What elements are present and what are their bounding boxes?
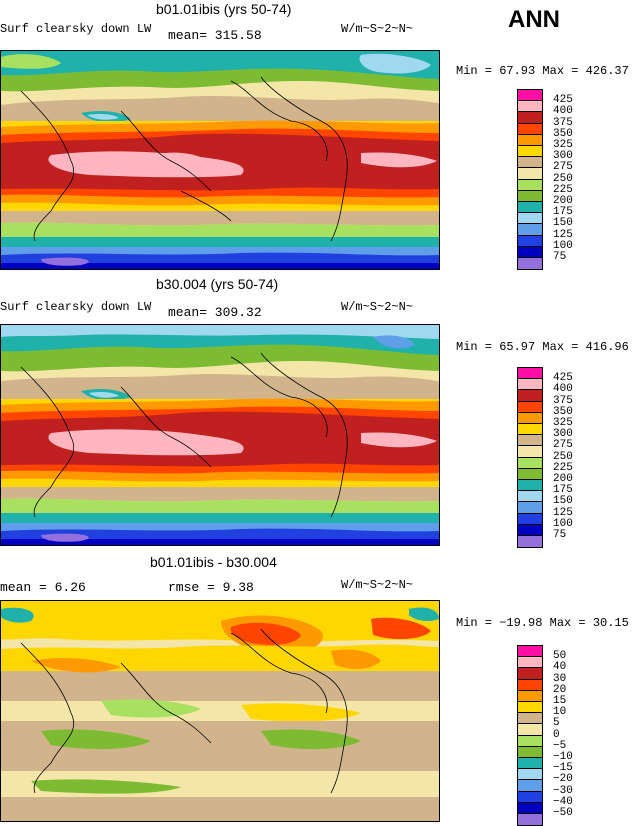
colorbar-label: 100 — [553, 517, 573, 530]
colorbar-label: 125 — [553, 506, 573, 519]
colorbar-label: 30 — [553, 672, 567, 685]
colorbar-label: 250 — [553, 450, 573, 463]
panel3-units-label: W/m~S~2~N~ — [341, 578, 414, 592]
colorbar-swatch — [517, 813, 543, 826]
colorbar-label: 75 — [553, 529, 567, 541]
colorbar-label: 350 — [553, 127, 573, 140]
colorbar-label: 100 — [553, 239, 573, 252]
panel3-minmax-label: Min = −19.98 Max = 30.15 — [456, 616, 629, 630]
panel1-variable-label: Surf clearsky down LW — [0, 22, 152, 36]
colorbar-label: −20 — [553, 773, 573, 786]
colorbar-label: 0 — [553, 728, 560, 741]
panel1-map-field — [1, 51, 439, 269]
colorbar-label: −40 — [553, 795, 573, 808]
colorbar-label: −15 — [553, 762, 573, 775]
panel1-title: b01.01ibis (yrs 50-74) — [156, 1, 292, 17]
panel3-title: b01.01ibis - b30.004 — [150, 554, 277, 570]
panel1-units-label: W/m~S~2~N~ — [341, 22, 414, 36]
colorbar-label: −50 — [553, 807, 573, 819]
panel2-map — [0, 324, 440, 546]
colorbar-label: 425 — [553, 94, 573, 107]
colorbar-label: 250 — [553, 172, 573, 185]
colorbar-label: 200 — [553, 195, 573, 207]
colorbar-label: 150 — [553, 217, 573, 230]
season-label: ANN — [508, 6, 560, 33]
colorbar-label: 10 — [553, 706, 567, 719]
colorbar-label: 300 — [553, 150, 573, 163]
colorbar-label: −30 — [553, 784, 573, 797]
panel2-title: b30.004 (yrs 50-74) — [156, 276, 279, 292]
colorbar-label: 150 — [553, 495, 573, 508]
colorbar-label: 425 — [553, 372, 573, 385]
panel2-map-field — [1, 325, 439, 545]
panel3-mean-label: mean = 6.26 — [0, 580, 86, 595]
panel2-units-label: W/m~S~2~N~ — [341, 300, 414, 314]
colorbar-label: 5 — [553, 717, 560, 730]
panel2-minmax-label: Min = 65.97 Max = 416.96 — [456, 340, 629, 354]
colorbar-label: −5 — [553, 739, 567, 752]
panel2-mean-label: mean= 309.32 — [168, 305, 262, 320]
colorbar-label: 275 — [553, 439, 573, 452]
colorbar-label: 225 — [553, 183, 573, 196]
colorbar-label: 400 — [553, 105, 573, 118]
panel1-mean-label: mean= 315.58 — [168, 28, 262, 43]
colorbar-label: 375 — [553, 394, 573, 407]
panel1-colorbar: 425 400 375 350 325 300 275 250 225 200 175 150 125 1… — [517, 89, 573, 270]
colorbar-label: 20 — [553, 683, 567, 696]
colorbar-label: 225 — [553, 461, 573, 474]
colorbar-label: 350 — [553, 405, 573, 418]
panel3-map — [0, 600, 440, 822]
colorbar-label: 15 — [553, 695, 567, 707]
colorbar-label: 300 — [553, 428, 573, 441]
colorbar-label: 175 — [553, 206, 573, 219]
colorbar-label: 75 — [553, 251, 567, 263]
colorbar-label: 325 — [553, 139, 573, 151]
panel3-colorbar: 50 40 30 20 15 10 5 0 −5 −10 −15 −20 −30 −40 −50 — [517, 645, 573, 826]
colorbar-label: 375 — [553, 116, 573, 129]
colorbar-swatch — [517, 535, 543, 548]
colorbar-label: 325 — [553, 417, 573, 429]
colorbar-swatch — [517, 257, 543, 270]
panel1-minmax-label: Min = 67.93 Max = 426.37 — [456, 64, 629, 78]
colorbar-label: 40 — [553, 661, 567, 674]
panel3-map-field — [1, 601, 439, 821]
colorbar-label: 50 — [553, 650, 567, 663]
colorbar-label: 175 — [553, 484, 573, 497]
panel1-map — [0, 50, 440, 270]
colorbar-label: 125 — [553, 228, 573, 241]
panel2-variable-label: Surf clearsky down LW — [0, 300, 152, 314]
colorbar-label: 200 — [553, 473, 573, 485]
colorbar-label: 400 — [553, 383, 573, 396]
colorbar-label: 275 — [553, 161, 573, 174]
colorbar-label: −10 — [553, 751, 573, 763]
panel2-colorbar: 425 400 375 350 325 300 275 250 225 200 175 150 125 1… — [517, 367, 573, 548]
panel3-rmse-label: rmse = 9.38 — [168, 580, 254, 595]
